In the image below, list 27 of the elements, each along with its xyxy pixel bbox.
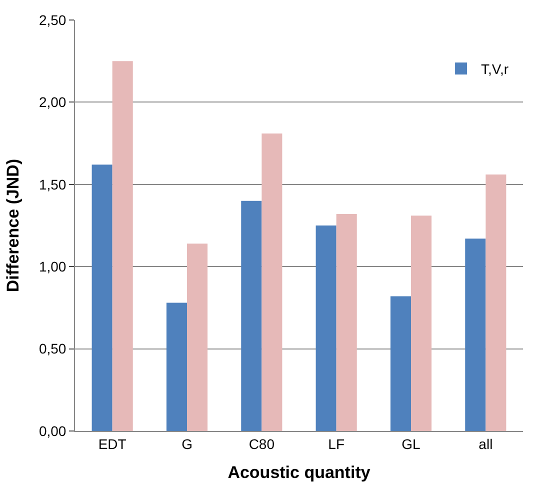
x-tick-label: EDT bbox=[98, 436, 127, 452]
bar bbox=[241, 200, 262, 431]
x-tick-label: all bbox=[478, 436, 493, 452]
bar bbox=[187, 244, 208, 431]
y-tick-label: 1,50 bbox=[38, 176, 66, 192]
bar bbox=[316, 226, 336, 431]
bar bbox=[411, 216, 432, 431]
y-tick-label: 2,00 bbox=[38, 94, 66, 110]
x-tick-label: GL bbox=[402, 436, 421, 452]
bar bbox=[166, 302, 187, 431]
legend-label: T,V,r bbox=[481, 60, 509, 77]
bar bbox=[336, 214, 357, 431]
bar bbox=[92, 164, 112, 431]
x-tick-label: C80 bbox=[248, 436, 275, 452]
x-tick-label: G bbox=[182, 436, 192, 452]
x-axis-title: Acoustic quantity bbox=[228, 463, 371, 482]
bar bbox=[465, 238, 486, 431]
y-tick-label: 0,00 bbox=[38, 422, 66, 439]
y-tick-label: 0,50 bbox=[38, 340, 66, 357]
x-tick-label: LF bbox=[328, 436, 344, 452]
bar bbox=[486, 174, 506, 431]
y-axis-title: Difference (JND) bbox=[4, 158, 22, 292]
bar bbox=[112, 61, 133, 431]
bar bbox=[262, 133, 282, 431]
y-tick-label: 2,50 bbox=[38, 12, 66, 28]
bar bbox=[390, 296, 411, 431]
y-tick-label: 1,00 bbox=[38, 258, 66, 274]
